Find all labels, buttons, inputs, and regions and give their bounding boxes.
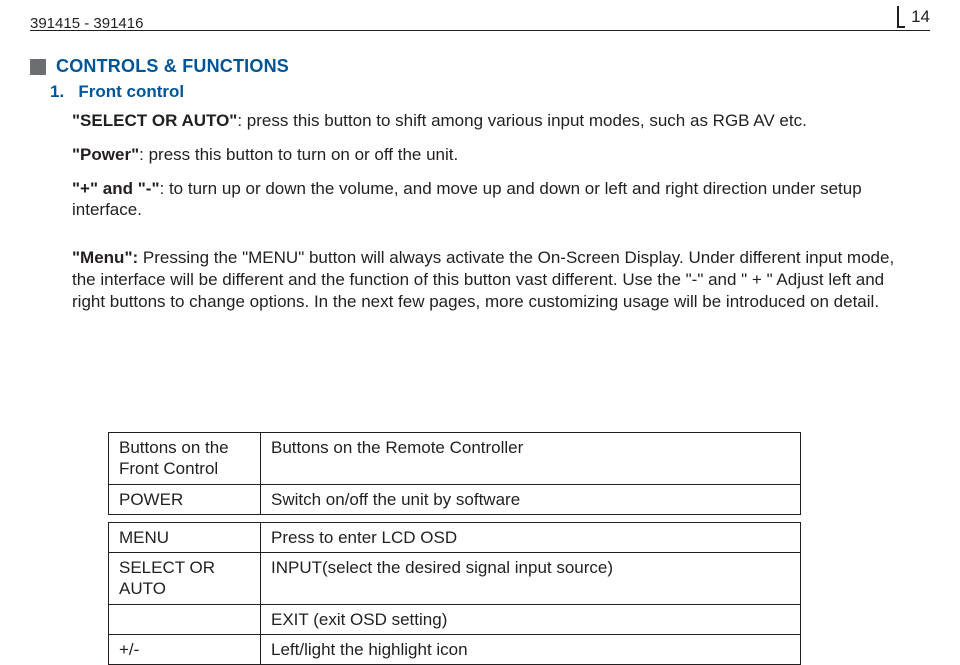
body-text: "SELECT OR AUTO": press this button to s… [72, 110, 900, 324]
table-cell: SELECT OR AUTO [109, 553, 261, 605]
page-number-box: 14 [897, 6, 930, 28]
table-cell: INPUT(select the desired signal input so… [261, 553, 801, 605]
table-row: SELECT OR AUTO INPUT(select the desired … [109, 553, 801, 605]
paragraph-plusminus: "+" and "-": to turn up or down the volu… [72, 178, 900, 222]
table-row: MENU Press to enter LCD OSD [109, 522, 801, 552]
paragraph-power: "Power": press this button to turn on or… [72, 144, 900, 166]
table-cell: MENU [109, 522, 261, 552]
section-heading: CONTROLS & FUNCTIONS [30, 56, 289, 77]
table-cell: Press to enter LCD OSD [261, 522, 801, 552]
text: Front Control [119, 459, 218, 478]
text: : to turn up or down the volume, and mov… [72, 179, 862, 220]
controls-table: Buttons on the Front Control Buttons on … [108, 432, 801, 665]
term-power: "Power" [72, 145, 139, 164]
section-title: CONTROLS & FUNCTIONS [56, 56, 289, 77]
text: Pressing the "MENU" button will always a… [72, 248, 894, 311]
text: : press this button to turn on or off th… [139, 145, 458, 164]
subsection-number: 1. [50, 82, 64, 101]
table-cell: Buttons on the Front Control [109, 433, 261, 485]
text: Buttons on the [119, 438, 229, 457]
table-row: Buttons on the Front Control Buttons on … [109, 433, 801, 485]
section-bullet-icon [30, 59, 46, 75]
table-cell [109, 604, 261, 634]
subsection-heading: 1. Front control [50, 82, 184, 102]
page-corner-icon [897, 6, 905, 28]
header-rule [30, 30, 930, 31]
term-select: "SELECT OR AUTO" [72, 111, 237, 130]
table-row: EXIT (exit OSD setting) [109, 604, 801, 634]
text: : press this button to shift among vario… [237, 111, 806, 130]
table-cell: POWER [109, 484, 261, 514]
table-gap [109, 514, 801, 522]
paragraph-select: "SELECT OR AUTO": press this button to s… [72, 110, 900, 132]
paragraph-menu: "Menu": Pressing the "MENU" button will … [72, 247, 900, 312]
page-number: 14 [911, 7, 930, 27]
table-row: +/- Left/light the highlight icon [109, 634, 801, 664]
subsection-title: Front control [78, 82, 184, 101]
term-plusminus: "+" and "-" [72, 179, 160, 198]
table-cell: Buttons on the Remote Controller [261, 433, 801, 485]
term-menu: "Menu": [72, 248, 138, 267]
page-header: 391415 - 391416 14 [30, 6, 930, 32]
table-cell: Switch on/off the unit by software [261, 484, 801, 514]
table-row: POWER Switch on/off the unit by software [109, 484, 801, 514]
table-cell: Left/light the highlight icon [261, 634, 801, 664]
table-cell: EXIT (exit OSD setting) [261, 604, 801, 634]
table-cell: +/- [109, 634, 261, 664]
